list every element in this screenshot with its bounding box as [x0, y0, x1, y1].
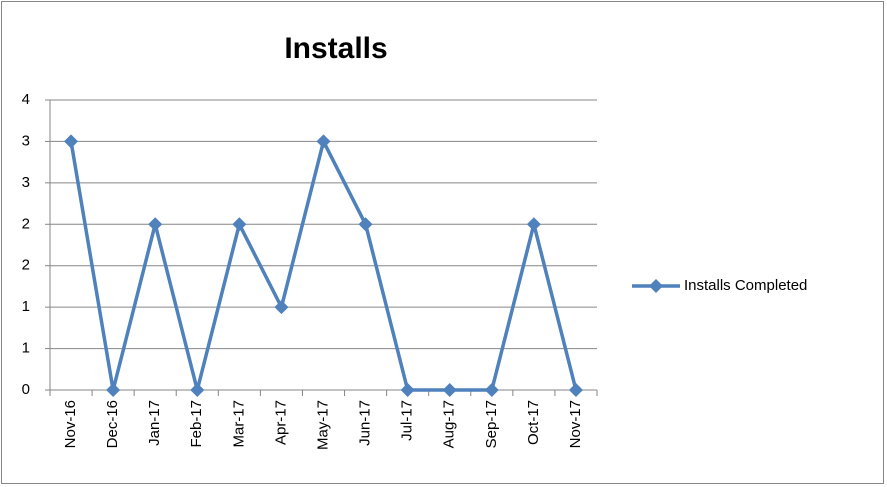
data-point — [274, 300, 289, 315]
y-tick-label: 0 — [22, 381, 30, 398]
x-tick-label: Nov-16 — [62, 400, 79, 448]
y-tick-label: 1 — [22, 298, 30, 315]
data-point — [190, 383, 205, 397]
x-tick-label: Sep-17 — [483, 400, 500, 448]
x-tick-label: Dec-16 — [104, 400, 121, 448]
data-point — [442, 383, 457, 397]
x-tick-label: Aug-17 — [441, 400, 458, 448]
chart-title: Installs — [284, 32, 387, 65]
data-point — [148, 217, 163, 232]
data-point — [526, 217, 541, 232]
x-tick-label: May-17 — [314, 400, 331, 450]
data-point — [568, 383, 583, 397]
y-tick-label: 2 — [22, 215, 30, 232]
data-point — [106, 383, 121, 397]
legend-label: Installs Completed — [684, 277, 807, 294]
y-tick-label: 1 — [22, 340, 30, 357]
data-point — [400, 383, 415, 397]
y-tick-label: 4 — [22, 91, 30, 108]
x-tick-label: Jun-17 — [357, 400, 374, 446]
x-tick-label: Oct-17 — [525, 400, 542, 445]
x-tick-label: Jan-17 — [146, 400, 163, 446]
data-point — [316, 134, 331, 149]
data-point — [64, 134, 79, 149]
data-point — [358, 217, 373, 232]
data-point — [484, 383, 499, 397]
x-tick-label: Mar-17 — [230, 400, 247, 448]
data-point — [232, 217, 247, 232]
x-tick-label: Jul-17 — [399, 400, 416, 441]
y-tick-label: 3 — [22, 174, 30, 191]
y-tick-label: 2 — [22, 257, 30, 274]
x-tick-label: Apr-17 — [272, 400, 289, 445]
x-tick-label: Nov-17 — [567, 400, 584, 448]
y-tick-label: 3 — [22, 132, 30, 149]
legend-marker — [649, 279, 663, 293]
x-tick-label: Feb-17 — [188, 400, 205, 448]
